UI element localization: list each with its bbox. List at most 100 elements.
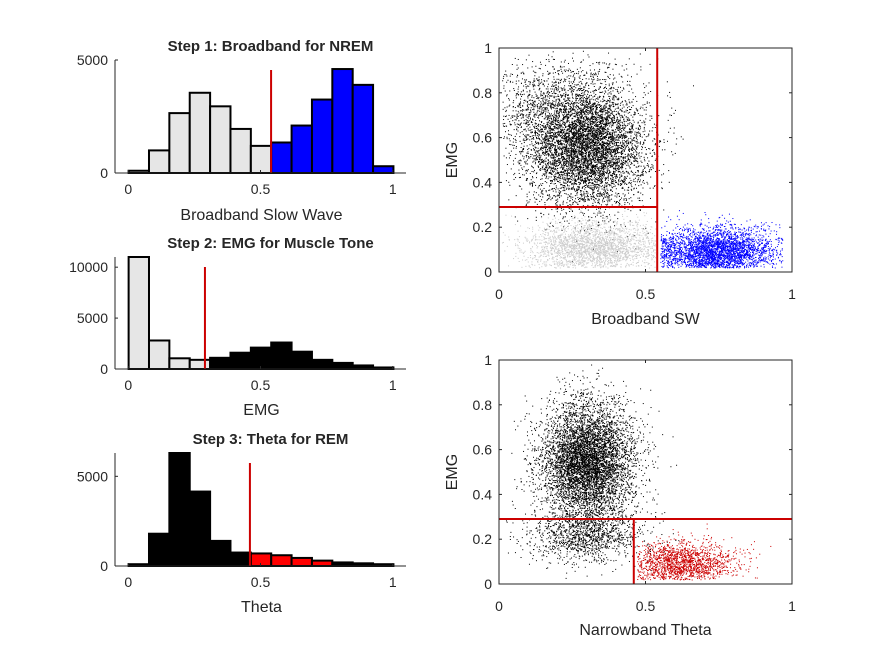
scatter-point xyxy=(555,128,557,130)
scatter-point xyxy=(626,139,628,141)
scatter-point xyxy=(582,155,584,157)
scatter-point xyxy=(647,157,649,159)
scatter-point xyxy=(617,211,619,213)
scatter-point xyxy=(578,181,580,183)
scatter-point xyxy=(595,144,597,146)
scatter-point xyxy=(562,177,564,179)
scatter-point xyxy=(626,171,628,173)
scatter-point xyxy=(606,132,608,134)
scatter-point xyxy=(574,195,576,197)
scatter-point xyxy=(593,153,595,155)
scatter-point xyxy=(554,183,556,185)
scatter-point xyxy=(605,111,607,113)
scatter-point xyxy=(579,178,581,180)
scatter-point xyxy=(527,202,529,204)
scatter-point xyxy=(606,146,608,148)
scatter-point xyxy=(585,173,587,175)
scatter-point xyxy=(600,127,602,129)
scatter-point xyxy=(566,119,568,121)
scatter-point xyxy=(569,148,571,150)
scatter-point xyxy=(570,169,572,171)
scatter-point xyxy=(518,163,520,165)
scatter-point xyxy=(556,78,558,80)
scatter-point xyxy=(595,111,597,113)
scatter-point xyxy=(575,150,577,152)
scatter-point xyxy=(535,150,537,152)
scatter-point xyxy=(631,147,633,149)
scatter-point xyxy=(567,114,569,116)
scatter-point xyxy=(593,195,595,197)
scatter-point xyxy=(569,210,571,212)
scatter-point xyxy=(581,176,583,178)
scatter-point xyxy=(585,187,587,189)
scatter-point xyxy=(626,68,628,70)
scatter-point xyxy=(594,198,596,200)
scatter-point xyxy=(541,105,543,107)
scatter-point xyxy=(643,139,645,141)
scatter-point xyxy=(555,112,557,114)
scatter-point xyxy=(628,119,630,121)
scatter-point xyxy=(605,177,607,179)
scatter-point xyxy=(554,150,556,152)
scatter-point xyxy=(574,170,576,172)
scatter-point xyxy=(571,126,573,128)
scatter-point xyxy=(626,80,628,82)
scatter-point xyxy=(559,149,561,151)
scatter-point xyxy=(630,137,632,139)
scatter-point xyxy=(586,129,588,131)
scatter-point xyxy=(585,208,587,210)
scatter-point xyxy=(581,195,583,197)
scatter-point xyxy=(564,147,566,149)
scatter-point xyxy=(628,118,630,120)
scatter-point xyxy=(621,205,623,207)
scatter-point xyxy=(595,173,597,175)
scatter-point xyxy=(556,139,558,141)
scatter-point xyxy=(562,139,564,141)
scatter-point xyxy=(636,133,638,135)
scatter-point xyxy=(510,168,512,170)
scatter-point xyxy=(612,175,614,177)
scatter-point xyxy=(638,185,640,187)
scatter-point xyxy=(560,195,562,197)
scatter-point xyxy=(599,132,601,134)
scatter-point xyxy=(582,163,584,165)
scatter-point xyxy=(549,127,551,129)
scatter-point xyxy=(602,140,604,142)
scatter-point xyxy=(619,126,621,128)
scatter-point xyxy=(620,159,622,161)
scatter-point xyxy=(576,133,578,135)
scatter-point xyxy=(592,140,594,142)
scatter-point xyxy=(605,151,607,153)
scatter-point xyxy=(619,121,621,123)
scatter-point xyxy=(600,131,602,133)
scatter-point xyxy=(586,134,588,136)
scatter-point xyxy=(607,183,609,185)
scatter-point xyxy=(612,159,614,161)
scatter-point xyxy=(548,162,550,164)
scatter-point xyxy=(556,107,558,109)
scatter-point xyxy=(601,170,603,172)
scatter-point xyxy=(591,179,593,181)
scatter-point xyxy=(631,140,633,142)
scatter-point xyxy=(624,225,626,227)
scatter-point xyxy=(587,165,589,167)
scatter-point xyxy=(593,144,595,146)
scatter-point xyxy=(621,133,623,135)
scatter-point xyxy=(559,132,561,134)
scatter-point xyxy=(627,208,629,210)
scatter-point xyxy=(637,197,639,199)
scatter-point xyxy=(580,154,582,156)
scatter-point xyxy=(618,204,620,206)
scatter-point xyxy=(555,187,557,189)
scatter-point xyxy=(645,113,647,115)
scatter-point xyxy=(555,203,557,205)
scatter-point xyxy=(617,150,619,152)
scatter-point xyxy=(595,148,597,150)
scatter-point xyxy=(556,145,558,147)
scatter-point xyxy=(588,87,590,89)
scatter-point xyxy=(584,178,586,180)
scatter-point xyxy=(595,155,597,157)
scatter-point xyxy=(583,178,585,180)
scatter-point xyxy=(567,101,569,103)
scatter-point xyxy=(584,162,586,164)
